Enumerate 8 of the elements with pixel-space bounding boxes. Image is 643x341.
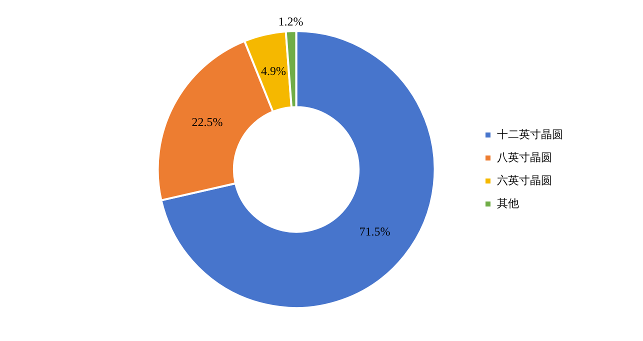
legend-label: 十二英寸晶圆	[497, 128, 563, 141]
data-label: 71.5%	[359, 224, 390, 238]
data-label: 22.5%	[192, 115, 223, 130]
legend-label: 六英寸晶圆	[497, 174, 552, 187]
data-label: 4.9%	[260, 64, 286, 78]
legend-label: 其他	[497, 196, 519, 210]
data-label: 1.2%	[278, 14, 304, 28]
legend-label: 八英寸晶圆	[497, 150, 552, 164]
